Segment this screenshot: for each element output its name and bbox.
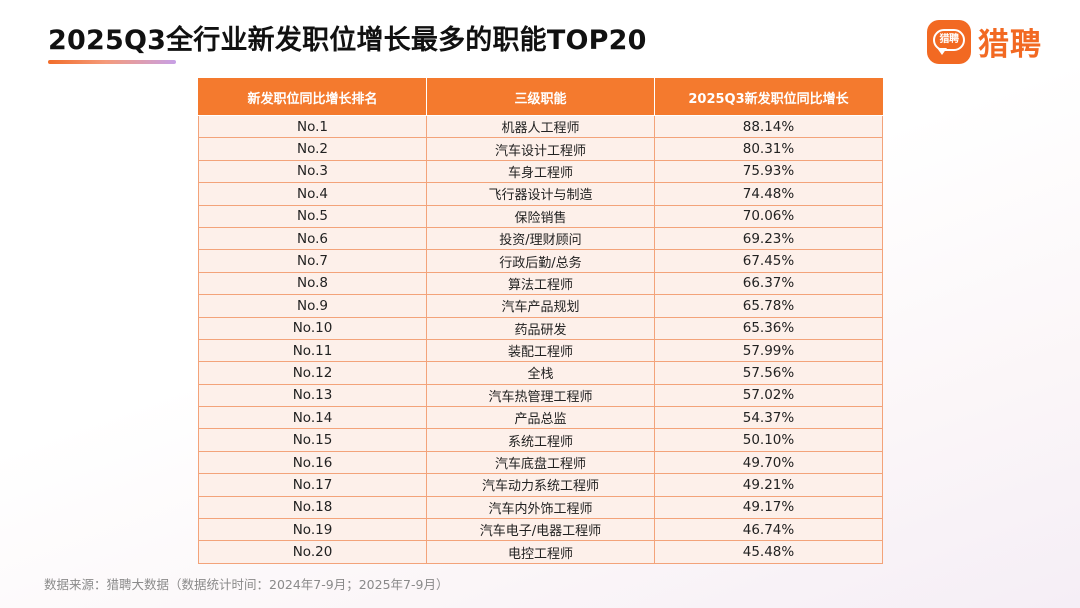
- rank-cell: No.14: [198, 406, 427, 430]
- table-row: No.9 汽车产品规划 65.78%: [198, 294, 883, 318]
- rank-cell: No.6: [198, 226, 427, 251]
- function-cell: 汽车电子/电器工程师: [426, 518, 655, 542]
- column-header-function: 三级职能: [426, 78, 655, 116]
- table-row: No.12 全栈 57.56%: [198, 361, 883, 385]
- growth-cell: 49.21%: [654, 473, 883, 497]
- growth-cell: 66.37%: [654, 271, 883, 296]
- table-row: No.2 汽车设计工程师 80.31%: [198, 137, 883, 161]
- table-row: No.6 投资/理财顾问 69.23%: [198, 226, 883, 251]
- table-row: No.13 汽车热管理工程师 57.02%: [198, 383, 883, 408]
- logo-badge: 猎聘: [927, 19, 971, 64]
- column-header-growth: 2025Q3新发职位同比增长: [654, 78, 883, 116]
- table-row: No.17 汽车动力系统工程师 49.21%: [198, 473, 883, 497]
- rank-cell: No.17: [198, 473, 427, 497]
- liepin-logo: 猎聘 猎聘: [927, 19, 1042, 64]
- table-row: No.8 算法工程师 66.37%: [198, 271, 883, 296]
- rank-cell: No.11: [198, 338, 427, 363]
- table-row: No.16 汽车底盘工程师 49.70%: [198, 450, 883, 475]
- table-row: No.19 汽车电子/电器工程师 46.74%: [198, 518, 883, 542]
- function-cell: 保险销售: [426, 204, 655, 228]
- function-cell: 汽车设计工程师: [426, 137, 655, 161]
- growth-cell: 45.48%: [654, 540, 883, 564]
- rank-cell: No.19: [198, 518, 427, 542]
- rank-cell: No.20: [198, 540, 427, 564]
- table-row: No.14 产品总监 54.37%: [198, 406, 883, 430]
- function-cell: 算法工程师: [426, 271, 655, 296]
- logo-bubble-tail: [937, 47, 947, 55]
- rank-cell: No.3: [198, 159, 427, 184]
- growth-cell: 69.23%: [654, 226, 883, 251]
- table-row: No.20 电控工程师 45.48%: [198, 540, 883, 564]
- function-cell: 车身工程师: [426, 159, 655, 184]
- rank-cell: No.12: [198, 361, 427, 385]
- function-cell: 系统工程师: [426, 428, 655, 452]
- rank-cell: No.5: [198, 204, 427, 228]
- function-cell: 装配工程师: [426, 338, 655, 363]
- table-row: No.10 药品研发 65.36%: [198, 316, 883, 340]
- function-cell: 汽车热管理工程师: [426, 383, 655, 408]
- function-cell: 药品研发: [426, 316, 655, 340]
- function-cell: 飞行器设计与制造: [426, 182, 655, 206]
- function-cell: 汽车内外饰工程师: [426, 495, 655, 520]
- function-cell: 机器人工程师: [426, 114, 655, 139]
- title-underline: [48, 60, 176, 64]
- growth-cell: 74.48%: [654, 182, 883, 206]
- table-header-row: 新发职位同比增长排名 三级职能 2025Q3新发职位同比增长: [198, 78, 883, 116]
- growth-cell: 57.02%: [654, 383, 883, 408]
- table-row: No.1 机器人工程师 88.14%: [198, 114, 883, 139]
- growth-cell: 75.93%: [654, 159, 883, 184]
- rank-cell: No.13: [198, 383, 427, 408]
- rank-cell: No.16: [198, 450, 427, 475]
- growth-cell: 57.99%: [654, 338, 883, 363]
- growth-cell: 70.06%: [654, 204, 883, 228]
- table-body: No.1 机器人工程师 88.14% No.2 汽车设计工程师 80.31% No.3 车身工…: [198, 114, 883, 564]
- function-cell: 全栈: [426, 361, 655, 385]
- growth-cell: 67.45%: [654, 249, 883, 273]
- table-row: No.15 系统工程师 50.10%: [198, 428, 883, 452]
- table-row: No.18 汽车内外饰工程师 49.17%: [198, 495, 883, 520]
- function-cell: 产品总监: [426, 406, 655, 430]
- table-row: No.4 飞行器设计与制造 74.48%: [198, 182, 883, 206]
- function-cell: 汽车动力系统工程师: [426, 473, 655, 497]
- logo-name: 猎聘: [978, 27, 1042, 63]
- growth-cell: 57.56%: [654, 361, 883, 385]
- rank-cell: No.15: [198, 428, 427, 452]
- growth-cell: 49.70%: [654, 450, 883, 475]
- table-row: No.3 车身工程师 75.93%: [198, 159, 883, 184]
- function-cell: 投资/理财顾问: [426, 226, 655, 251]
- column-header-rank: 新发职位同比增长排名: [198, 78, 427, 116]
- growth-cell: 80.31%: [654, 137, 883, 161]
- growth-cell: 54.37%: [654, 406, 883, 430]
- rank-cell: No.1: [198, 114, 427, 139]
- rank-cell: No.2: [198, 137, 427, 161]
- rank-cell: No.4: [198, 182, 427, 206]
- data-source-note: 数据来源：猎聘大数据（数据统计时间：2024年7-9月；2025年7-9月）: [44, 577, 449, 592]
- growth-cell: 49.17%: [654, 495, 883, 520]
- rank-cell: No.9: [198, 294, 427, 318]
- rank-cell: No.8: [198, 271, 427, 296]
- table-row: No.11 装配工程师 57.99%: [198, 338, 883, 363]
- function-cell: 汽车底盘工程师: [426, 450, 655, 475]
- function-cell: 电控工程师: [426, 540, 655, 564]
- growth-cell: 65.78%: [654, 294, 883, 318]
- growth-cell: 50.10%: [654, 428, 883, 452]
- table-row: No.7 行政后勤/总务 67.45%: [198, 249, 883, 273]
- growth-cell: 88.14%: [654, 114, 883, 139]
- page-title: 2025Q3全行业新发职位增长最多的职能TOP20: [48, 25, 647, 56]
- growth-cell: 46.74%: [654, 518, 883, 542]
- ranking-table: 新发职位同比增长排名 三级职能 2025Q3新发职位同比增长 No.1 机器人工程…: [198, 78, 883, 564]
- logo-bubble-text: 猎聘: [933, 28, 965, 51]
- rank-cell: No.7: [198, 249, 427, 273]
- table-row: No.5 保险销售 70.06%: [198, 204, 883, 228]
- function-cell: 汽车产品规划: [426, 294, 655, 318]
- function-cell: 行政后勤/总务: [426, 249, 655, 273]
- rank-cell: No.10: [198, 316, 427, 340]
- rank-cell: No.18: [198, 495, 427, 520]
- growth-cell: 65.36%: [654, 316, 883, 340]
